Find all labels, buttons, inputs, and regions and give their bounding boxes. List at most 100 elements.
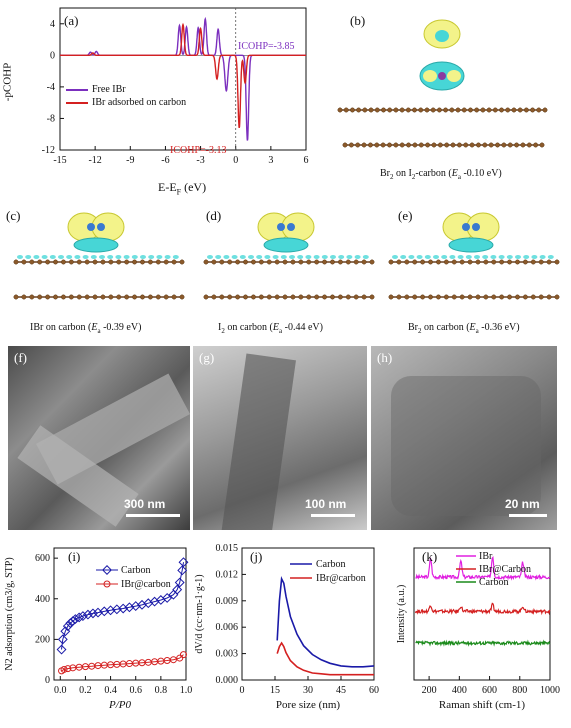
cohp-xtick-label: -6: [161, 155, 169, 166]
charge-dot: [49, 255, 56, 259]
scale-bar-f: [126, 514, 180, 517]
pore-xtick-label: 0: [240, 685, 245, 696]
raman-xtick-label: 600: [482, 685, 497, 696]
charge-dot: [25, 255, 32, 259]
carbon-b1-atom: [356, 107, 362, 113]
carbon-bottom-atom: [298, 294, 304, 300]
adsorption-point: [169, 656, 177, 664]
carbon-b1-atom: [393, 107, 399, 113]
carbon-top-atom: [369, 259, 375, 265]
carbon-bottom-atom: [45, 294, 51, 300]
charge-disk: [263, 237, 309, 253]
scale-text-g: 100 nm: [305, 497, 347, 511]
carbon-bottom-atom: [412, 294, 418, 300]
carbon-b2-atom: [533, 142, 539, 148]
pore-xtick-label: 45: [336, 685, 346, 696]
legend-ibr-carbon: IBr@Carbon: [479, 564, 531, 575]
charge-dot: [33, 255, 40, 259]
carbon-b2-atom: [514, 142, 520, 148]
carbon-top-atom: [314, 259, 320, 265]
cohp-ytick-label: -4: [47, 82, 55, 93]
adsorption-chart: 0.0 0.2 0.4 0.6 0.8 1.0 0 200 400 600 (i) Carbon IBr…: [4, 547, 192, 711]
structure-c: [13, 212, 185, 300]
charge-dot: [498, 255, 505, 259]
legend-free-ibr: Free IBr: [66, 84, 126, 95]
carbon-b2-atom: [406, 142, 411, 148]
carbon-bottom-atom: [491, 294, 497, 300]
charge-dot: [441, 255, 448, 259]
adsorption-point: [62, 621, 73, 632]
carbon-b2-atom: [393, 142, 399, 148]
cohp-ytick-label: -8: [47, 113, 55, 124]
charge-dot: [215, 255, 222, 259]
charge-disk: [448, 237, 494, 253]
charge-dot: [115, 255, 122, 259]
carbon-b2-atom: [437, 142, 443, 148]
panel-b-label: (b): [350, 13, 366, 28]
charge-dot: [90, 255, 97, 259]
carbon-top-atom: [443, 259, 449, 265]
charge-dot: [131, 255, 138, 259]
carbon-top-atom: [499, 259, 505, 265]
carbon-top-atom: [250, 259, 256, 265]
carbon-top-atom: [345, 259, 351, 265]
cohp-xtick-label: -12: [88, 155, 101, 166]
icohp-ads-label: ICOHP=-3.13: [170, 145, 227, 156]
raman-frame: [413, 547, 551, 681]
pore-xtick-label: 30: [303, 685, 313, 696]
scale-text-f: 300 nm: [124, 497, 166, 511]
carbon-bottom-atom: [353, 294, 359, 300]
carbon-b2-atom: [418, 142, 424, 148]
carbon-b1-atom: [368, 107, 374, 113]
panel-e-label: (e): [398, 208, 413, 223]
charge-dot: [164, 255, 171, 259]
carbon-b2-atom: [450, 142, 456, 148]
adsorption-point: [60, 626, 71, 637]
carbon-top-atom: [483, 259, 489, 265]
charge-dot: [490, 255, 497, 259]
pore-frame: [241, 547, 375, 681]
adsorption-point: [56, 644, 67, 655]
raman-series-line: [415, 639, 551, 647]
carbon-bottom-atom: [29, 294, 35, 300]
charge-dot: [539, 255, 546, 259]
carbon-b1-atom: [542, 107, 548, 113]
molecule-atom: [97, 223, 105, 231]
carbon-bottom-atom: [428, 294, 433, 300]
adsorption-xtick-label: 0.0: [54, 685, 67, 696]
carbon-bottom-atom: [243, 294, 248, 300]
pore-series-line: [276, 575, 375, 668]
charge-disk: [73, 237, 119, 253]
carbon-bottom-atom: [53, 294, 58, 300]
carbon-bottom-atom: [203, 294, 209, 300]
carbon-bottom-atom: [322, 294, 328, 300]
carbon-top-atom: [420, 259, 426, 265]
pore-size-chart: 0 15 30 45 60 0.000 0.003 0.006 0.009 0.012 0.015 (…: [194, 543, 379, 711]
carbon-b2-atom: [387, 142, 392, 148]
carbon-bottom-atom: [211, 294, 217, 300]
carbon-bottom-atom: [420, 294, 426, 300]
carbon-top-atom: [475, 259, 481, 265]
carbon-bottom-atom: [314, 294, 320, 300]
carbon-bottom-atom: [404, 294, 410, 300]
cohp-ytick-label: 4: [50, 19, 55, 30]
panel-d-label: (d): [206, 208, 222, 223]
adsorption-xlabel: P/P0: [108, 699, 131, 711]
carbon-top-atom: [538, 259, 544, 265]
carbon-b2-atom: [520, 142, 526, 148]
charge-lobe: [281, 212, 315, 242]
charge-dot: [547, 255, 554, 259]
carbon-b2-atom: [425, 142, 431, 148]
legend-carbon: Carbon: [316, 559, 345, 570]
carbon-b1-atom: [412, 107, 417, 113]
scale-bar-h: [509, 514, 547, 517]
raman-series-line: [414, 602, 551, 616]
cohp-ylabel: -pCOHP: [1, 62, 14, 102]
carbon-top-atom: [163, 259, 169, 265]
charge-dot: [74, 255, 81, 259]
adsorption-point: [178, 557, 189, 568]
carbon-top-atom: [546, 259, 552, 265]
legend-ibr-carbon: IBr@carbon: [121, 579, 171, 590]
carbon-top-atom: [530, 259, 536, 265]
carbon-top-atom: [412, 259, 418, 265]
